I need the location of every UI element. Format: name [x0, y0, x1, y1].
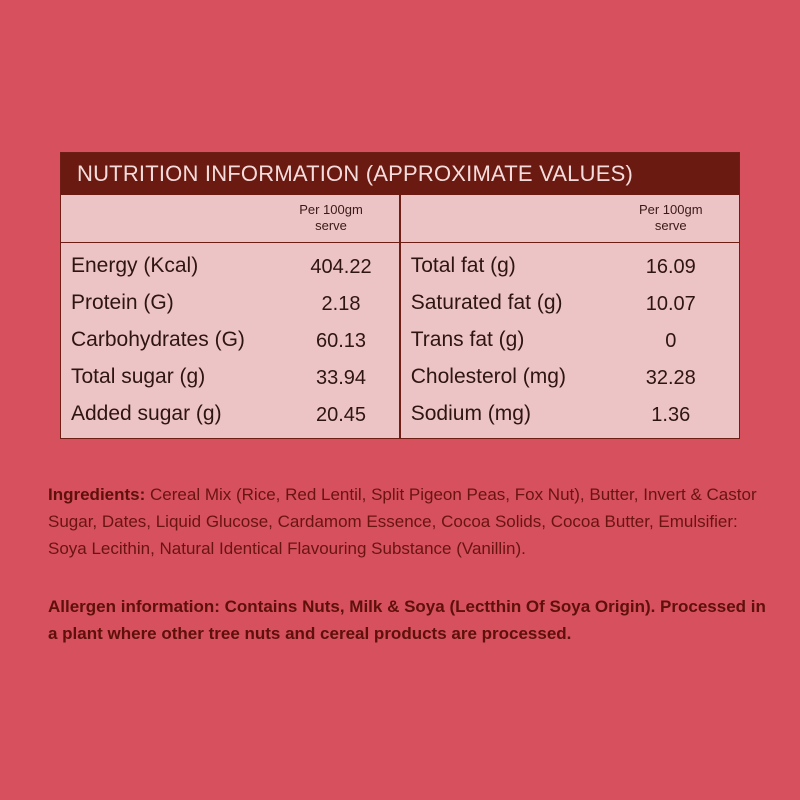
table-row: Added sugar (g) 20.45 — [61, 397, 399, 434]
right-header: Per 100gm serve — [400, 195, 739, 243]
right-header-label: Per 100gm serve — [631, 202, 711, 234]
nutrient-value: 60.13 — [315, 330, 367, 352]
nutrient-value: 1.36 — [651, 404, 691, 426]
nutrient-value: 32.28 — [645, 367, 696, 389]
nutrient-value: 404.22 — [310, 256, 372, 278]
allergen-label: Allergen information: — [48, 597, 220, 616]
table-row: Total sugar (g) 33.94 — [61, 360, 399, 397]
nutrient-name: Cholesterol (mg) — [410, 365, 566, 388]
table-row: Carbohydrates (G) 60.13 — [61, 323, 399, 360]
right-header-line2: serve — [654, 218, 687, 233]
table-row: Protein (G) 2.18 — [61, 286, 399, 323]
ingredients-label: Ingredients: — [48, 485, 146, 504]
left-header-line1: Per 100gm — [299, 202, 363, 217]
nutrient-name: Sodium (mg) — [410, 402, 531, 425]
nutrient-name: Energy (Kcal) — [71, 254, 199, 277]
table-row: Total fat (g) 16.09 — [401, 249, 739, 286]
ingredients-paragraph: Ingredients: Cereal Mix (Rice, Red Lenti… — [48, 481, 768, 562]
table-columns: Per 100gm serve Energy (Kcal) 404.22 Pro… — [61, 195, 739, 438]
table-row: Saturated fat (g) 10.07 — [401, 286, 739, 323]
nutrient-name: Total sugar (g) — [71, 365, 206, 388]
table-row: Energy (Kcal) 404.22 — [61, 249, 399, 286]
allergen-text: Contains Nuts, Milk & Soya (Lectthin Of … — [48, 597, 766, 643]
nutrient-value: 2.18 — [321, 293, 361, 315]
column-divider — [399, 195, 401, 438]
right-header-line1: Per 100gm — [638, 202, 703, 217]
left-header-line2: serve — [315, 218, 347, 233]
nutrient-name: Saturated fat (g) — [410, 291, 563, 314]
table-row: Cholesterol (mg) 32.28 — [401, 360, 739, 397]
nutrition-table: NUTRITION INFORMATION (APPROXIMATE VALUE… — [60, 152, 740, 439]
nutrient-name: Trans fat (g) — [410, 328, 525, 351]
right-column: Per 100gm serve Total fat (g) 16.09 Satu… — [400, 195, 739, 438]
nutrient-value: 20.45 — [315, 404, 367, 426]
table-row: Trans fat (g) 0 — [401, 323, 739, 360]
nutrient-name: Carbohydrates (G) — [71, 328, 245, 351]
left-header-label: Per 100gm serve — [291, 202, 371, 234]
table-row: Sodium (mg) 1.36 — [401, 397, 739, 434]
table-title: NUTRITION INFORMATION (APPROXIMATE VALUE… — [61, 153, 739, 195]
nutrient-value: 0 — [665, 330, 677, 352]
left-column: Per 100gm serve Energy (Kcal) 404.22 Pro… — [61, 195, 400, 438]
right-rows: Total fat (g) 16.09 Saturated fat (g) 10… — [401, 243, 739, 438]
left-header: Per 100gm serve — [61, 195, 400, 243]
ingredients-text: Cereal Mix (Rice, Red Lentil, Split Pige… — [48, 485, 757, 558]
allergen-paragraph: Allergen information: Contains Nuts, Mil… — [48, 593, 768, 647]
nutrient-name: Total fat (g) — [410, 254, 516, 277]
nutrient-name: Added sugar (g) — [71, 402, 222, 425]
nutrient-name: Protein (G) — [71, 291, 174, 314]
nutrient-value: 10.07 — [645, 293, 696, 315]
nutrient-value: 16.09 — [645, 256, 696, 278]
left-rows: Energy (Kcal) 404.22 Protein (G) 2.18 Ca… — [61, 243, 399, 438]
nutrient-value: 33.94 — [315, 367, 367, 389]
